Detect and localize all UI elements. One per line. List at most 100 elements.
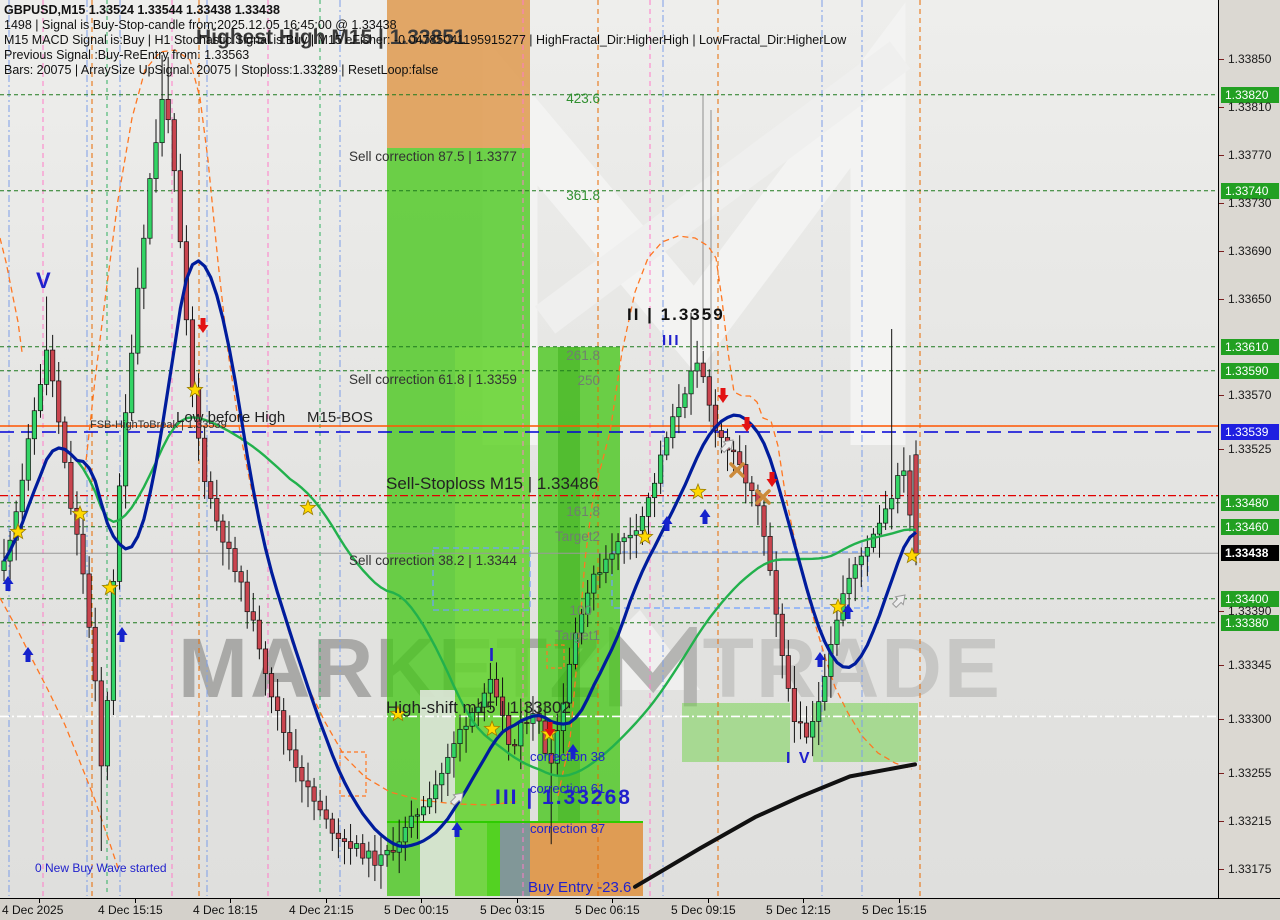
chart-annotation: M15-BOS: [307, 409, 373, 426]
chart-annotation: Buy Entry -23.6: [528, 879, 632, 896]
buy-arrow-marker: [567, 744, 579, 759]
star-marker: [101, 578, 119, 596]
time-tick: [612, 899, 613, 903]
star-marker: [689, 482, 707, 500]
fib-level-badge: 1.33400: [1221, 590, 1279, 607]
time-tick: [39, 899, 40, 903]
star-marker: [636, 527, 654, 545]
price-tick: [1219, 718, 1224, 720]
price-tick: [1219, 298, 1224, 300]
chart-annotation: High-shift m15 | 1.33302: [386, 698, 571, 717]
chart-annotation: Low before High: [176, 409, 286, 426]
price-tick-label: 1.33345: [1228, 657, 1272, 672]
fib-level-badge: 1.33480: [1221, 494, 1279, 511]
price-tick: [1219, 394, 1224, 396]
chart-annotation: FSB-HighToBreak | 1.33539: [90, 419, 227, 431]
time-axis-label: 4 Dec 2025: [2, 903, 64, 917]
chart-annotation: 0 New Buy Wave started: [35, 861, 167, 875]
price-tick-label: 1.33570: [1228, 387, 1272, 402]
price-tick-label: 1.33215: [1228, 813, 1272, 828]
time-axis-label: 5 Dec 03:15: [480, 903, 545, 917]
price-chart-pane[interactable]: MARKETZ TRADE Highest High M15 | 1.33851…: [0, 0, 1218, 898]
chart-annotation: 100: [569, 603, 592, 618]
star-marker: [389, 704, 407, 722]
envelope-channel-lines: [0, 49, 913, 869]
previous-signal-line: Previous Signal :Buy-ReEntry from: 1.335…: [4, 48, 250, 62]
sell-arrow-marker: [717, 388, 729, 403]
buy-arrow-marker: [2, 576, 14, 591]
price-tick-label: 1.33175: [1228, 861, 1272, 876]
watermark-text-right: TRADE: [702, 621, 1002, 715]
chart-annotation: Sell correction 87.5 | 1.3377: [349, 149, 517, 164]
price-tick: [1219, 202, 1224, 204]
chart-annotations-layer: Highest High M15 | 1.33851 423.6 Sell corr…: [35, 26, 812, 896]
wave-count-label: I: [489, 645, 497, 665]
signal-markers: [2, 318, 921, 837]
price-tick-label: 1.33525: [1228, 441, 1272, 456]
price-tick-label: 1.33255: [1228, 765, 1272, 780]
price-tick: [1219, 820, 1224, 822]
price-level-lines: [0, 94, 1218, 823]
time-tick: [135, 899, 136, 903]
price-tick: [1219, 772, 1224, 774]
star-marker: [829, 597, 847, 615]
candlesticks: [1, 55, 919, 889]
sell-arrow-marker: [741, 417, 753, 432]
symbol-ohlc-line: GBPUSD,M15 1.33524 1.33544 1.33438 1.334…: [4, 3, 280, 17]
buy-arrow-marker: [842, 604, 854, 619]
chart-annotation: Sell correction 61.8 | 1.3359: [349, 372, 517, 387]
current-price-badge: 1.33438: [1221, 545, 1279, 562]
indicator-line: M15 MACD Signal is:Buy | H1 Stochastic S…: [4, 33, 847, 47]
price-tick-label: 1.33850: [1228, 51, 1272, 66]
wave-count-label: II | 1.3359: [627, 305, 725, 324]
signal-price-badge: 1.33539: [1221, 424, 1279, 440]
sell-arrow-marker: [766, 472, 778, 487]
breakout-arrow-marker: [449, 792, 464, 807]
buy-arrow-marker: [22, 647, 34, 662]
fib-level-badge: 1.33610: [1221, 338, 1279, 355]
chart-annotation: 361.8: [566, 188, 600, 203]
price-tick: [1219, 868, 1224, 870]
star-marker: [186, 380, 204, 398]
price-tick: [1219, 448, 1224, 450]
wave-count-label: III | 1.33268: [495, 786, 632, 809]
chart-annotation: Sell-Stoploss M15 | 1.33486: [386, 474, 599, 493]
price-tick-label: 1.33690: [1228, 243, 1272, 258]
price-tick: [1219, 58, 1224, 60]
long-term-ma-line: [633, 762, 917, 889]
time-tick: [899, 899, 900, 903]
price-tick-label: 1.33300: [1228, 711, 1272, 726]
wave-count-label: III: [662, 332, 681, 349]
price-tick-label: 1.33810: [1228, 99, 1272, 114]
time-axis-label: 4 Dec 18:15: [193, 903, 258, 917]
buy-arrow-marker: [451, 822, 463, 837]
fib-level-badge: 1.33740: [1221, 182, 1279, 199]
price-tick-label: 1.33390: [1228, 603, 1272, 618]
chart-canvas: [0, 0, 1218, 896]
time-tick: [326, 899, 327, 903]
time-tick: [517, 899, 518, 903]
fib-level-badge: 1.33380: [1221, 614, 1279, 631]
chart-annotation: 423.6: [566, 91, 600, 106]
buy-arrow-marker: [699, 509, 711, 524]
chart-annotation: Sell correction 38.2 | 1.3344: [349, 553, 517, 568]
buy-arrow-marker: [814, 652, 826, 667]
time-tick: [230, 899, 231, 903]
price-tick-label: 1.33770: [1228, 147, 1272, 162]
price-tick: [1219, 250, 1224, 252]
time-tick: [708, 899, 709, 903]
chart-info-header: GBPUSD,M15 1.33524 1.33544 1.33438 1.334…: [4, 3, 846, 78]
time-axis-label: 5 Dec 00:15: [384, 903, 449, 917]
chart-annotation: correction 87: [530, 821, 606, 836]
chart-annotation: 161.8: [566, 504, 600, 519]
time-axis-label: 5 Dec 12:15: [766, 903, 831, 917]
price-axis[interactable]: 1.33850 1.33820 1.33810 1.33770 1.33740 1.337…: [1218, 0, 1280, 898]
time-axis-label: 5 Dec 09:15: [671, 903, 736, 917]
breakout-arrow-marker: [891, 594, 906, 609]
chart-annotation: Highest High M15 | 1.33851: [196, 26, 466, 49]
signal-line: 1498 | Signal is Buy-Stop-candle from:20…: [4, 18, 397, 32]
time-axis[interactable]: 4 Dec 2025 4 Dec 15:15 4 Dec 18:15 4 Dec 21…: [0, 898, 1280, 920]
consolidation-boxes: [339, 547, 869, 797]
wave-count-label: I V: [786, 750, 812, 767]
